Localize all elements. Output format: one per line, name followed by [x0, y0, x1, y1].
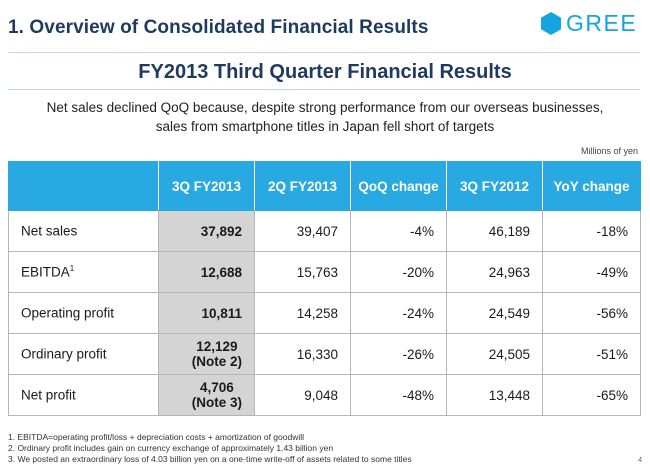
highlighted-value-cell: 12,129 (Note 2)	[158, 333, 255, 375]
column-header: 3Q FY2012	[446, 161, 543, 211]
highlighted-value-cell: 37,892	[158, 210, 255, 252]
value-cell: -4%	[350, 210, 447, 252]
row-label: EBITDA1	[8, 251, 159, 293]
value-cell: -26%	[350, 333, 447, 375]
value-cell: -65%	[542, 374, 641, 416]
gree-logo: GREE	[540, 10, 637, 37]
logo-text: GREE	[566, 10, 638, 36]
column-header: 2Q FY2013	[254, 161, 351, 211]
value-cell: -49%	[542, 251, 641, 293]
value-cell: -20%	[350, 251, 447, 293]
table-row: Operating profit 10,811 14,258 -24% 24,5…	[8, 292, 641, 334]
gree-hexagon-icon	[541, 12, 561, 35]
table-row: EBITDA1 12,688 15,763 -20% 24,963 -49%	[8, 251, 641, 293]
unit-note: Millions of yen	[580, 146, 638, 156]
column-header: 3Q FY2013	[158, 161, 255, 211]
footnote-marker: 1	[69, 264, 75, 274]
footnotes: 1. EBITDA=operating profit/loss + deprec…	[8, 432, 412, 465]
value-cell: 9,048	[254, 374, 351, 416]
row-label: Net sales	[8, 210, 159, 252]
value-cell: -18%	[542, 210, 641, 252]
table-row: Net sales 37,892 39,407 -4% 46,189 -18%	[8, 210, 641, 252]
summary-text: Net sales declined QoQ because, despite …	[0, 98, 650, 136]
note-reference: (Note 3)	[191, 395, 242, 410]
table-row: Net profit 4,706 (Note 3) 9,048 -48% 13,4…	[8, 374, 641, 416]
table-row: Ordinary profit 12,129 (Note 2) 16,330 -2…	[8, 333, 641, 375]
title-divider-top	[8, 52, 640, 53]
value-cell: -51%	[542, 333, 641, 375]
section-title: 1. Overview of Consolidated Financial Re…	[8, 17, 429, 38]
row-label: Ordinary profit	[8, 333, 159, 375]
footnote-3: 3. We posted an extraordinary loss of 4.…	[8, 454, 412, 464]
value-cell: 24,549	[446, 292, 543, 334]
footnote-2: 2. Ordinary profit includes gain on curr…	[8, 443, 334, 453]
value-cell: 46,189	[446, 210, 543, 252]
highlighted-value-cell: 10,811	[158, 292, 255, 334]
value-cell: 16,330	[254, 333, 351, 375]
value-cell: 24,505	[446, 333, 543, 375]
value-cell: 24,963	[446, 251, 543, 293]
value-cell: -24%	[350, 292, 447, 334]
financial-results-table: 3Q FY2013 2Q FY2013 QoQ change 3Q FY2012…	[8, 161, 641, 416]
column-header: QoQ change	[350, 161, 447, 211]
header-blank-cell	[8, 161, 159, 211]
value-cell: 15,763	[254, 251, 351, 293]
table-header-row: 3Q FY2013 2Q FY2013 QoQ change 3Q FY2012…	[8, 161, 641, 211]
row-label: Net profit	[8, 374, 159, 416]
summary-line-2: sales from smartphone titles in Japan fe…	[155, 119, 495, 134]
highlighted-value-cell: 12,688	[158, 251, 255, 293]
page-number: 4	[638, 457, 642, 464]
value-cell: -56%	[542, 292, 641, 334]
value-cell: 14,258	[254, 292, 351, 334]
title-divider-bottom	[8, 89, 640, 90]
footnote-1: 1. EBITDA=operating profit/loss + deprec…	[8, 432, 305, 442]
column-header: YoY change	[542, 161, 641, 211]
value-cell: 13,448	[446, 374, 543, 416]
note-reference: (Note 2)	[191, 354, 242, 369]
main-title: FY2013 Third Quarter Financial Results	[138, 61, 512, 83]
summary-line-1: Net sales declined QoQ because, despite …	[46, 100, 604, 115]
value-cell: 39,407	[254, 210, 351, 252]
value-cell: -48%	[350, 374, 447, 416]
row-label: Operating profit	[8, 292, 159, 334]
highlighted-value-cell: 4,706 (Note 3)	[158, 374, 255, 416]
